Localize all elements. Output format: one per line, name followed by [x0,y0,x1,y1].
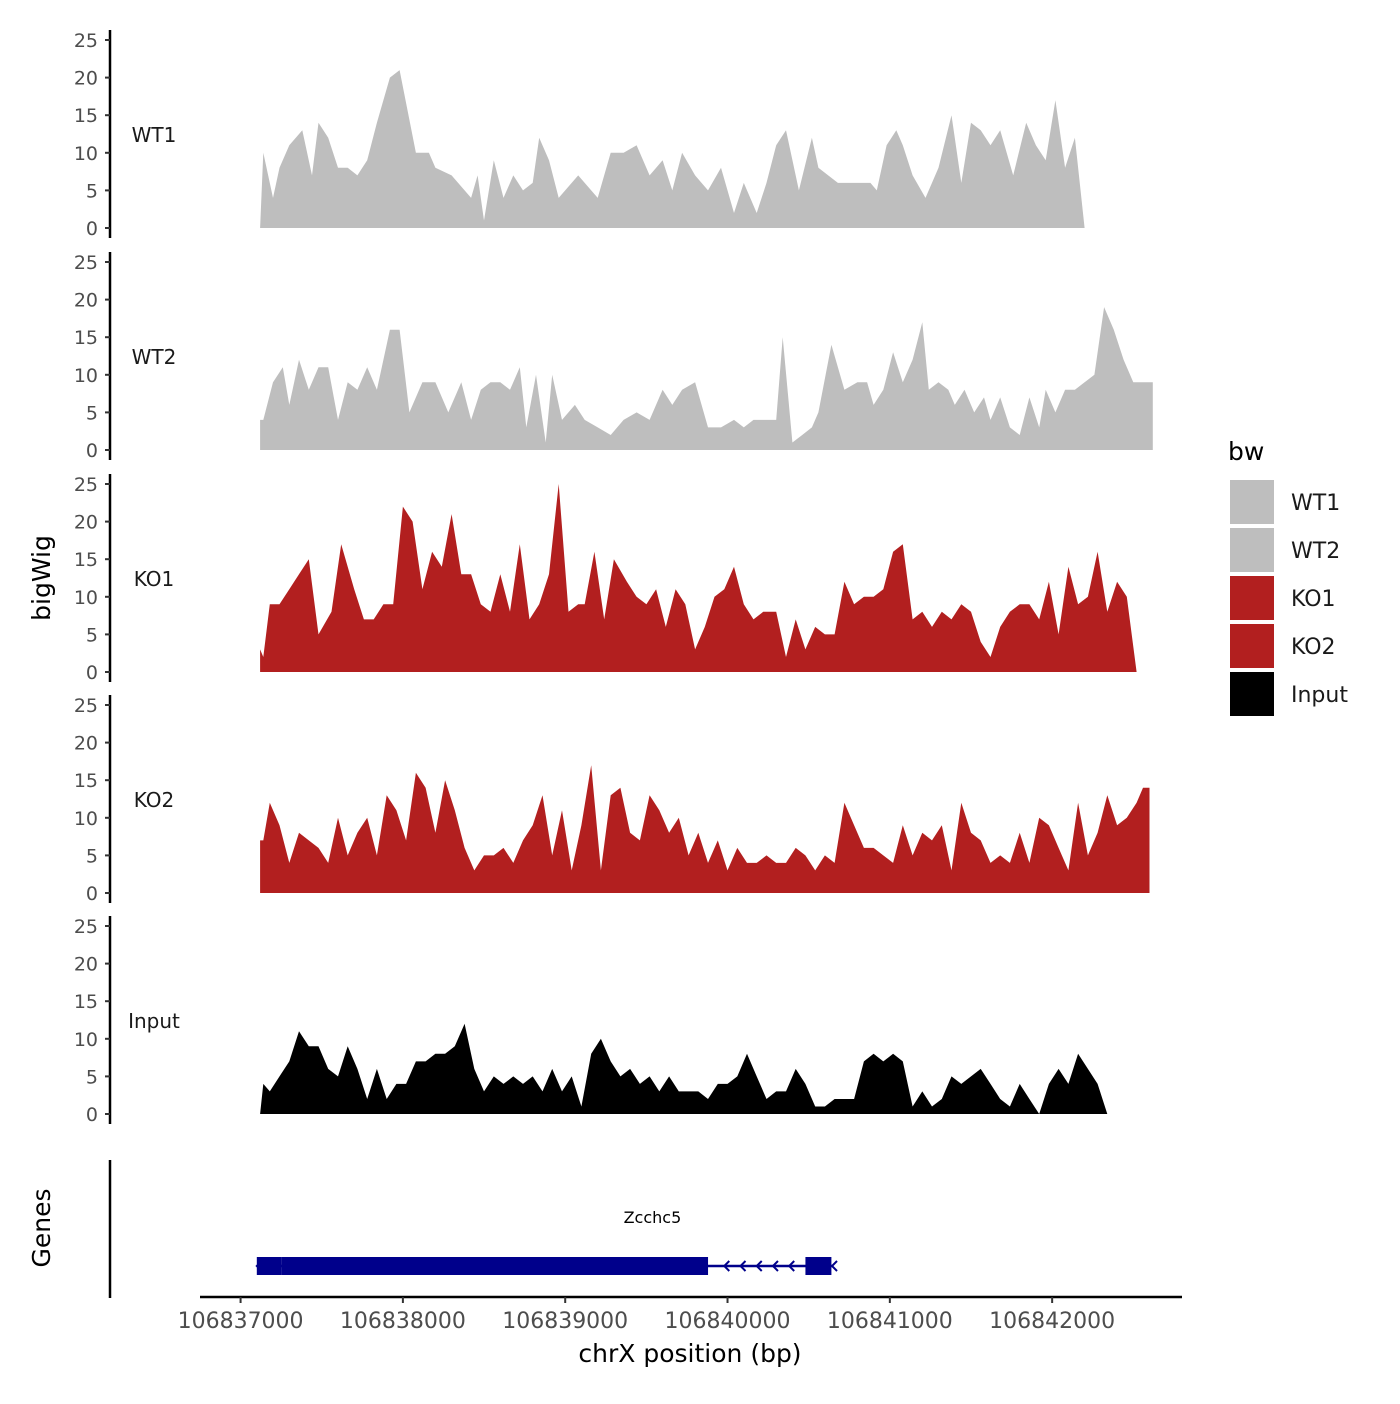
legend-swatch-ko2 [1230,624,1274,668]
legend-label-ko1: KO1 [1291,587,1336,612]
area-input [260,1023,1150,1114]
track-label-wt2: WT2 [132,345,177,369]
strand-arrow-2 [739,1260,747,1272]
track-label-ko2: KO2 [134,788,175,812]
track-label-input: Input [128,1009,180,1033]
y-tick-label-0: 0 [86,218,98,240]
strand-arrow-end [830,1260,838,1272]
gene-exon-0 [256,1257,282,1275]
x-tick-label-5: 106842000 [989,1309,1115,1334]
x-axis-title: chrX position (bp) [578,1339,801,1368]
y-tick-label-20: 20 [74,68,98,90]
y-tick-label-20: 20 [74,954,98,976]
area-wt1 [260,70,1153,228]
y-tick-label-10: 10 [74,808,98,830]
y-tick-label-5: 5 [86,624,98,646]
y-tick-label-10: 10 [74,143,98,165]
y-tick-label-0: 0 [86,440,98,462]
legend-label-input: Input [1291,683,1348,708]
track-panels: 0510152025WT10510152025WT20510152025KO10… [74,30,1153,1126]
legend-swatch-ko1 [1230,576,1274,620]
y-tick-label-25: 25 [74,474,98,496]
area-wt2 [260,307,1153,450]
legend-label-ko2: KO2 [1291,635,1336,660]
y-tick-label-15: 15 [74,327,98,349]
y-tick-label-15: 15 [74,991,98,1013]
y-axis-title: bigWig [27,535,56,621]
track-label-ko1: KO1 [134,567,175,591]
y-tick-label-10: 10 [74,365,98,387]
genes-panel-title: Genes [27,1188,56,1267]
legend-label-wt2: WT2 [1291,539,1340,564]
y-tick-label-10: 10 [74,1029,98,1051]
y-tick-label-5: 5 [86,180,98,202]
area-ko1 [260,484,1153,672]
x-tick-label-0: 106837000 [178,1309,304,1334]
x-tick-label-4: 106841000 [827,1309,953,1334]
gene-zcchc5: Zcchc5 [255,1208,838,1275]
track-panel-ko2: 0 5 10 15 20 25 KO2 [74,695,1150,905]
y-tick-label-25: 25 [74,916,98,938]
x-axis: 106837000 106838000 106839000 106840000 1068… [178,1295,1182,1334]
y-tick-label-10: 10 [74,587,98,609]
gene-label: Zcchc5 [624,1208,682,1227]
track-panel-input: 0 5 10 15 20 25 Input [74,916,1150,1126]
y-tick-label-15: 15 [74,105,98,127]
gene-exon-2 [805,1257,832,1275]
y-tick-label-15: 15 [74,549,98,571]
strand-arrow-4 [771,1260,779,1272]
legend-title: bw [1228,437,1264,466]
y-tick-label-20: 20 [74,512,98,534]
x-tick-label-2: 106839000 [502,1309,628,1334]
strand-arrow-1 [722,1260,730,1272]
gene-panel: Zcchc5 [108,1160,838,1298]
x-tick-label-1: 106838000 [340,1309,466,1334]
y-tick-label-15: 15 [74,770,98,792]
y-tick-label-25: 25 [74,30,98,52]
y-tick-label-5: 5 [86,845,98,867]
track-panel-wt2: 0 5 10 15 20 25 WT2 [74,252,1153,462]
track-label-wt1: WT1 [132,123,177,147]
y-tick-label-25: 25 [74,695,98,717]
strand-arrow-5 [787,1260,795,1272]
legend-swatch-wt2 [1230,528,1274,572]
y-tick-label-25: 25 [74,252,98,274]
y-tick-label-5: 5 [86,1066,98,1088]
legend-swatch-input [1230,672,1274,716]
y-tick-label-0: 0 [86,883,98,905]
track-panel-wt1: 0 5 10 15 20 25 WT1 [74,30,1153,240]
area-ko2 [260,765,1150,893]
track-panel-ko1: 0 5 10 15 20 25 KO1 [74,474,1153,684]
y-tick-label-20: 20 [74,733,98,755]
legend-label-wt1: WT1 [1291,491,1340,516]
y-tick-label-20: 20 [74,290,98,312]
y-tick-label-5: 5 [86,402,98,424]
legend-swatch-wt1 [1230,480,1274,524]
gene-exon-1 [281,1257,709,1275]
legend: bw WT1 WT2 KO1 KO2 Input [1228,437,1348,716]
strand-arrow-3 [755,1260,763,1272]
y-tick-label-0: 0 [86,1104,98,1126]
strand-arrow-start [255,1260,263,1272]
y-tick-label-0: 0 [86,662,98,684]
x-tick-label-3: 106840000 [665,1309,791,1334]
